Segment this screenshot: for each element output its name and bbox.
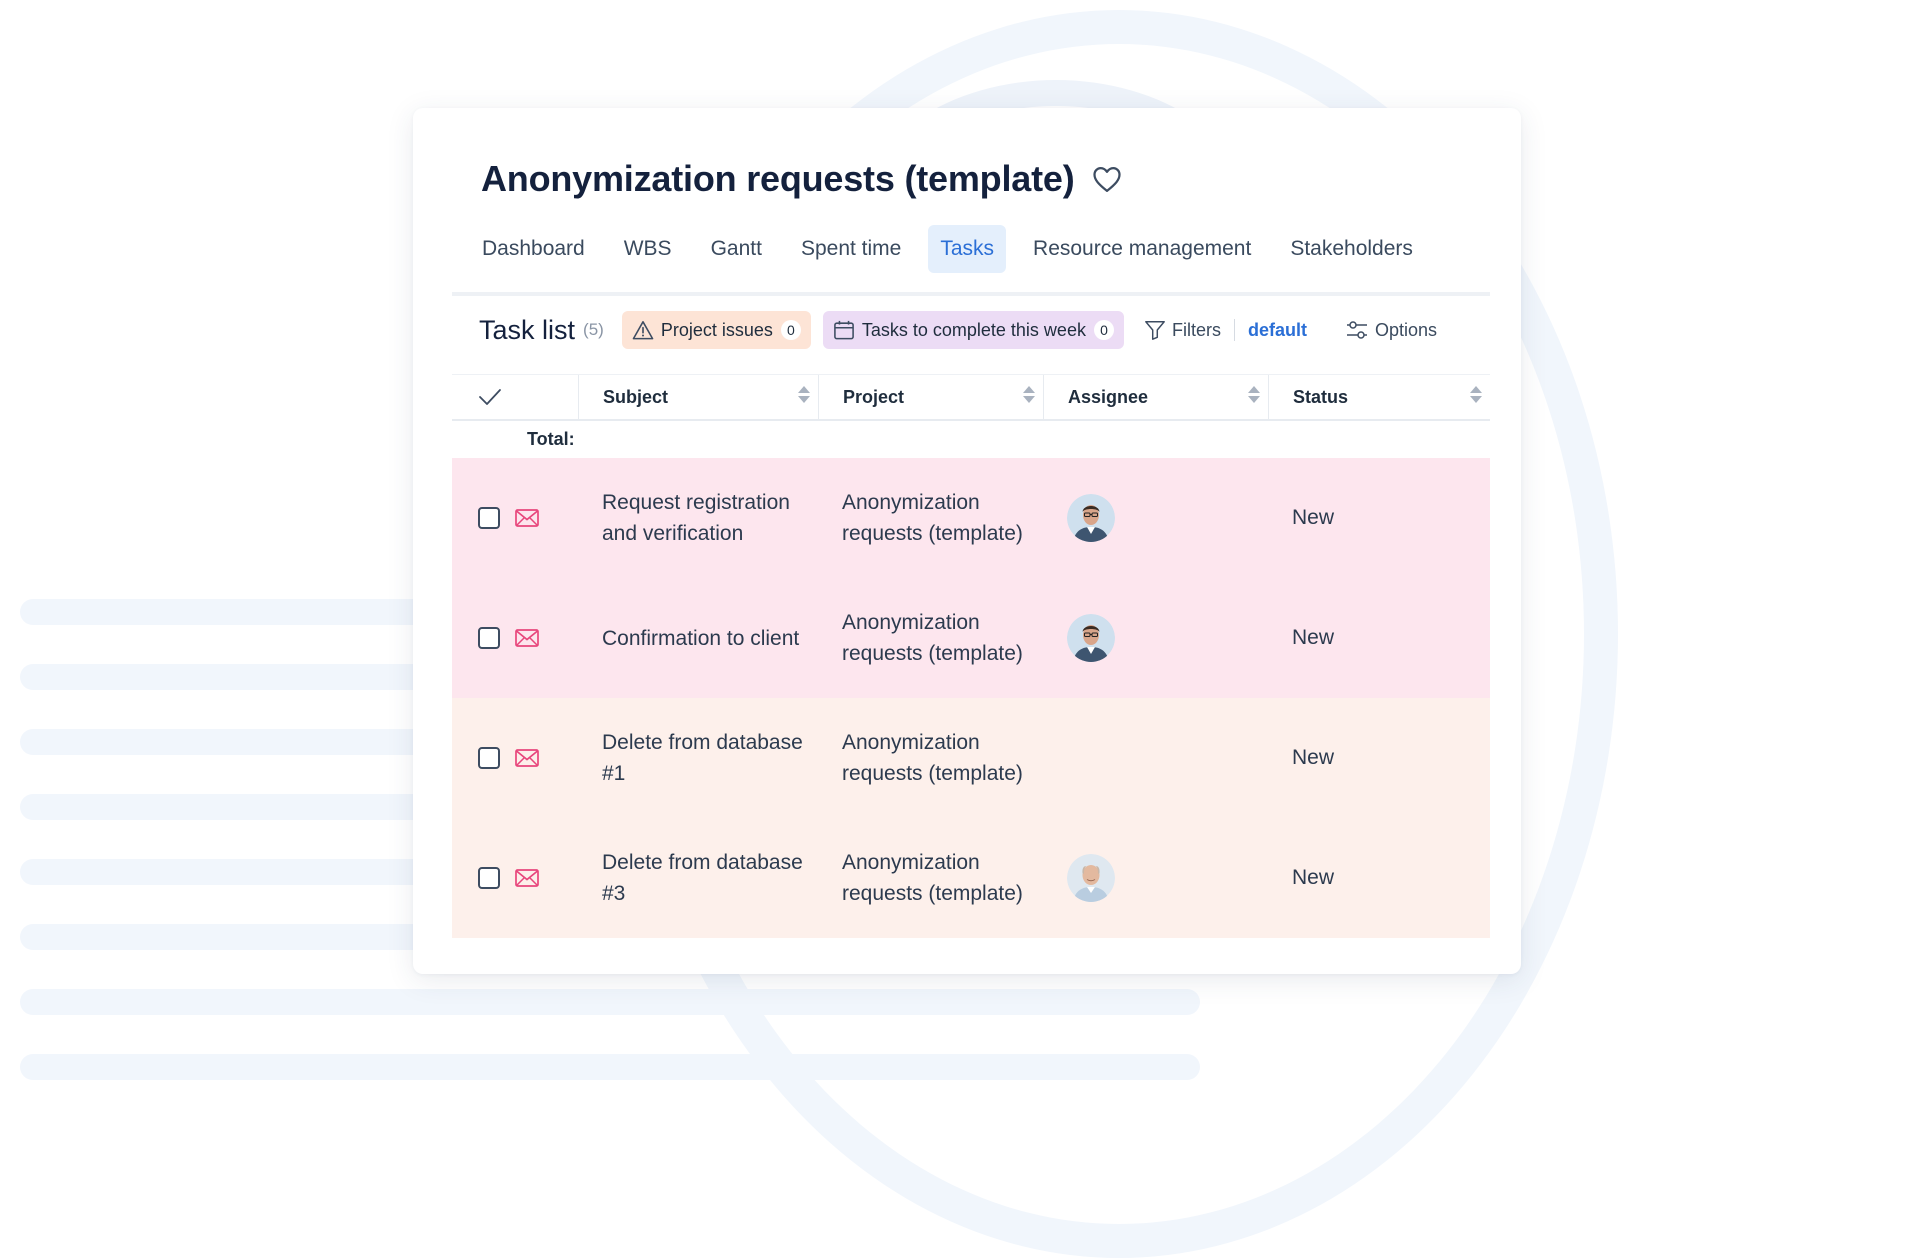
task-list-title: Task list (479, 314, 576, 345)
table-row: Delete from database #3 Anonymization re… (452, 818, 1490, 938)
panel-divider (452, 292, 1490, 296)
tab-resource-management[interactable]: Resource management (1033, 237, 1252, 260)
select-all-check[interactable] (452, 375, 578, 419)
row-checkbox[interactable] (478, 627, 500, 649)
avatar[interactable] (1067, 614, 1115, 662)
task-subject-link[interactable]: Confirmation to client (602, 626, 800, 650)
task-table-body: Request registration and verification An… (452, 458, 1490, 938)
assignee-cell (1043, 854, 1268, 902)
background-bar (20, 989, 1200, 1015)
task-status: New (1292, 626, 1335, 649)
task-status: New (1292, 866, 1335, 889)
assignee-cell (1043, 494, 1268, 542)
mail-icon[interactable] (515, 868, 539, 888)
filters-label: Filters (1171, 319, 1221, 340)
project-issues-count: 0 (780, 320, 801, 340)
mail-icon[interactable] (515, 748, 539, 768)
total-label: Total: (527, 428, 575, 449)
task-project: Anonymization requests (template) (842, 611, 1023, 665)
options-sliders-icon (1345, 319, 1369, 341)
task-subject-link[interactable]: Delete from database #1 (602, 731, 803, 785)
total-row: Total: (452, 420, 1490, 458)
task-project: Anonymization requests (template) (842, 491, 1023, 545)
mail-icon[interactable] (515, 628, 539, 648)
row-checkbox[interactable] (478, 867, 500, 889)
options-button[interactable]: Options (1345, 319, 1437, 341)
default-query-link[interactable]: default (1247, 319, 1307, 340)
column-header-status[interactable]: Status (1268, 375, 1490, 419)
task-project: Anonymization requests (template) (842, 851, 1023, 905)
task-list-panel: Task list (5) Project issues 0 Tasks to … (452, 292, 1490, 942)
checkmark-icon (479, 389, 501, 405)
sort-icon (1248, 386, 1260, 403)
filter-icon (1144, 319, 1166, 341)
row-select-cell (452, 747, 578, 769)
task-status: New (1292, 506, 1335, 529)
calendar-icon (833, 320, 855, 340)
tasks-this-week-label: Tasks to complete this week (861, 319, 1086, 340)
column-header-label: Status (1293, 386, 1349, 407)
tab-wbs[interactable]: WBS (623, 237, 672, 260)
table-row: Confirmation to client Anonymization req… (452, 578, 1490, 698)
options-label: Options (1374, 319, 1438, 340)
table-row: Request registration and verification An… (452, 458, 1490, 578)
table-header: Subject Project Assignee Status (452, 374, 1490, 421)
row-select-cell (452, 627, 578, 649)
project-card: Anonymization requests (template) Dashbo… (413, 108, 1521, 974)
column-header-assignee[interactable]: Assignee (1043, 375, 1268, 419)
tasks-this-week-button[interactable]: Tasks to complete this week 0 (822, 311, 1124, 349)
mail-icon[interactable] (515, 508, 539, 528)
project-issues-button[interactable]: Project issues 0 (621, 311, 811, 349)
assignee-cell (1043, 614, 1268, 662)
heart-icon[interactable] (1092, 164, 1122, 194)
task-list-toolbar: Task list (5) Project issues 0 Tasks to … (452, 308, 1490, 352)
column-header-project[interactable]: Project (818, 375, 1043, 419)
task-subject-link[interactable]: Request registration and verification (602, 491, 790, 545)
column-header-label: Project (843, 386, 905, 407)
tab-gantt[interactable]: Gantt (710, 237, 762, 260)
column-header-label: Subject (603, 386, 669, 407)
project-tabs: Dashboard WBS Gantt Spent time Tasks Res… (470, 225, 1440, 273)
column-header-subject[interactable]: Subject (578, 375, 818, 419)
sort-icon (1470, 386, 1482, 403)
task-count: (5) (583, 320, 604, 339)
row-select-cell (452, 507, 578, 529)
tasks-this-week-count: 0 (1093, 320, 1114, 340)
page-title: Anonymization requests (template) (481, 158, 1075, 199)
avatar[interactable] (1067, 494, 1115, 542)
column-header-label: Assignee (1068, 386, 1149, 407)
sort-icon (798, 386, 810, 403)
tab-tasks[interactable]: Tasks (928, 225, 1007, 273)
background-bar (20, 1054, 1200, 1080)
row-select-cell (452, 867, 578, 889)
tab-dashboard[interactable]: Dashboard (482, 237, 585, 260)
sort-icon (1023, 386, 1035, 403)
warning-icon (632, 320, 654, 340)
toolbar-separator (1233, 319, 1235, 341)
row-checkbox[interactable] (478, 747, 500, 769)
title-row: Anonymization requests (template) (481, 158, 1122, 200)
tab-spent-time[interactable]: Spent time (800, 237, 902, 260)
tab-stakeholders[interactable]: Stakeholders (1290, 237, 1413, 260)
table-row: Delete from database #1 Anonymization re… (452, 698, 1490, 818)
filters-button[interactable]: Filters (1144, 319, 1221, 341)
task-status: New (1292, 746, 1335, 769)
avatar[interactable] (1067, 854, 1115, 902)
row-checkbox[interactable] (478, 507, 500, 529)
project-issues-label: Project issues (660, 319, 773, 340)
task-project: Anonymization requests (template) (842, 731, 1023, 785)
task-subject-link[interactable]: Delete from database #3 (602, 851, 803, 905)
